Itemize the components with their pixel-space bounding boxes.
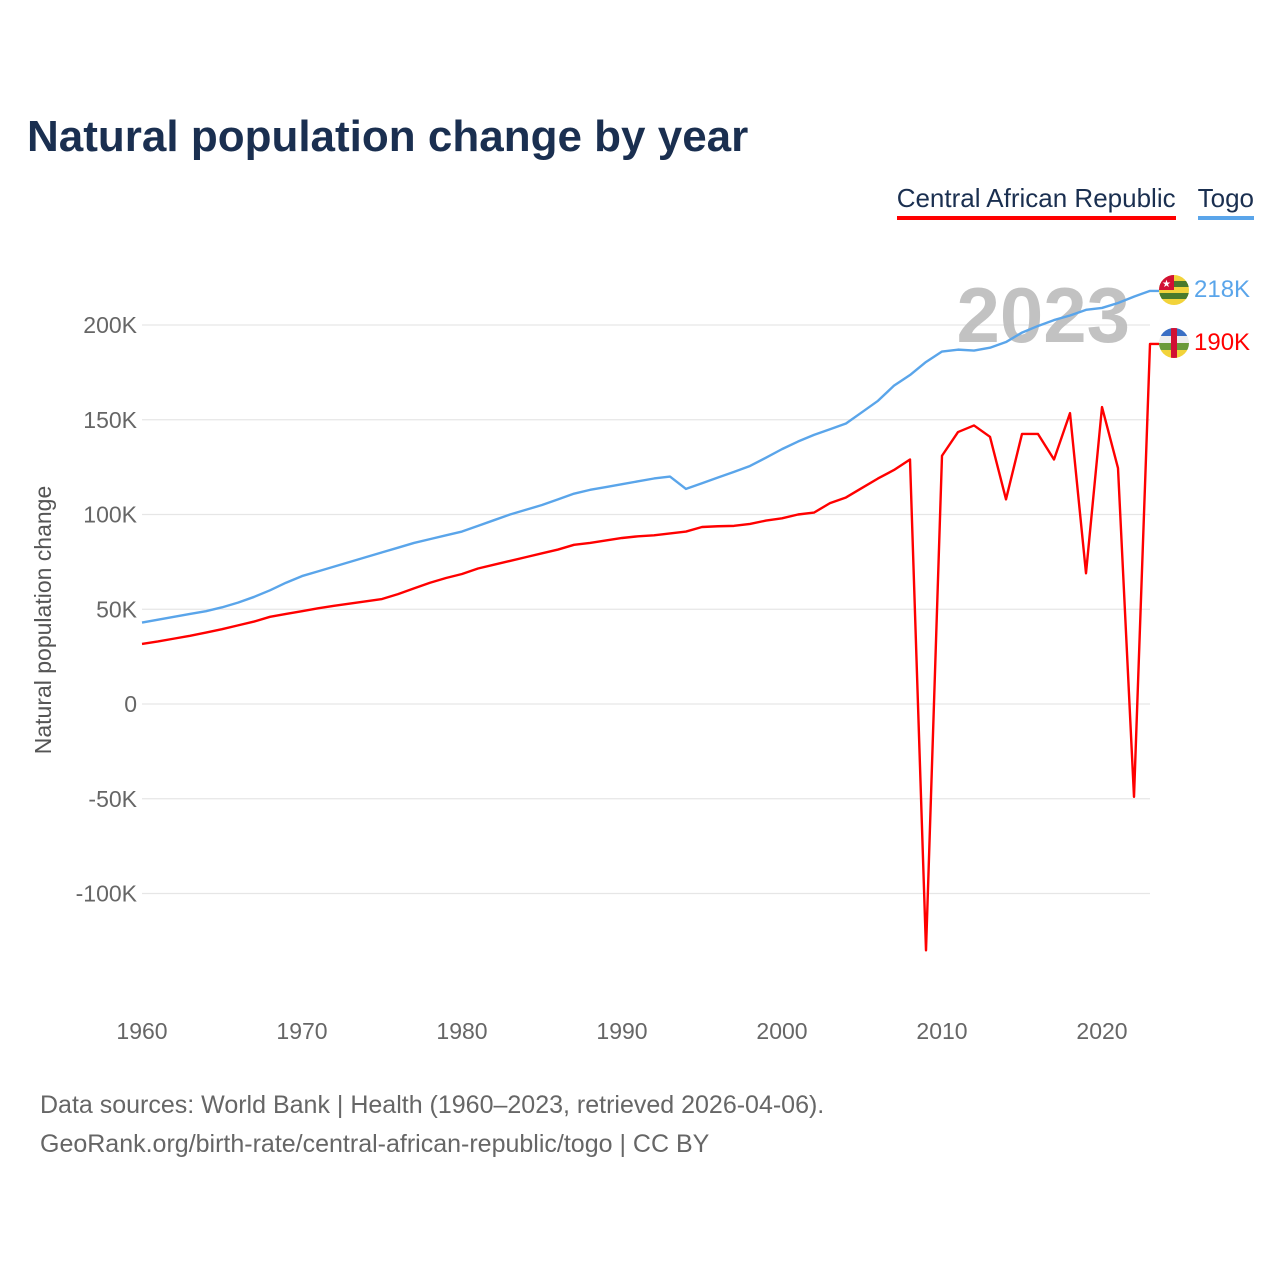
- x-tick-label: 2020: [1076, 1018, 1127, 1044]
- source-link[interactable]: GeoRank.org/birth-rate/central-african-r…: [40, 1130, 710, 1158]
- series-line-togo: [141, 289, 1159, 624]
- y-tick-label: 50K: [96, 596, 138, 622]
- year-overlay: 2023: [956, 271, 1130, 359]
- y-tick-label: 100K: [83, 502, 137, 528]
- series-line-central-african-republic: [141, 342, 1159, 952]
- y-tick-label: 200K: [83, 312, 137, 338]
- x-tick-label: 1990: [596, 1018, 647, 1044]
- data-source-text: Data sources: World Bank | Health (1960–…: [40, 1091, 825, 1119]
- flag-central-african-republic-icon: [1159, 328, 1189, 358]
- x-tick-label: 1980: [436, 1018, 487, 1044]
- legend-item-central-african-republic[interactable]: Central African Republic: [896, 183, 1176, 220]
- x-tick-label: 1960: [116, 1018, 167, 1044]
- legend: Central African Republic Togo: [896, 183, 1254, 220]
- svg-text:★: ★: [1162, 279, 1171, 290]
- chart-title: Natural population change by year: [27, 112, 749, 161]
- x-tick-label: 2000: [756, 1018, 807, 1044]
- legend-item-togo[interactable]: Togo: [1197, 183, 1254, 220]
- end-label-togo: 218K: [1194, 276, 1250, 303]
- y-tick-label: 150K: [83, 407, 137, 433]
- y-axis-label: Natural population change: [30, 486, 56, 755]
- flag-togo-icon: ★: [1159, 275, 1189, 305]
- y-tick-label: 0: [124, 691, 137, 717]
- x-tick-label: 2010: [916, 1018, 967, 1044]
- footer: Data sources: World Bank | Health (1960–…: [40, 1086, 824, 1164]
- y-tick-label: -100K: [76, 881, 138, 907]
- end-label-central-african-republic: 190K: [1194, 329, 1250, 356]
- x-tick-label: 1970: [276, 1018, 327, 1044]
- y-tick-label: -50K: [88, 786, 137, 812]
